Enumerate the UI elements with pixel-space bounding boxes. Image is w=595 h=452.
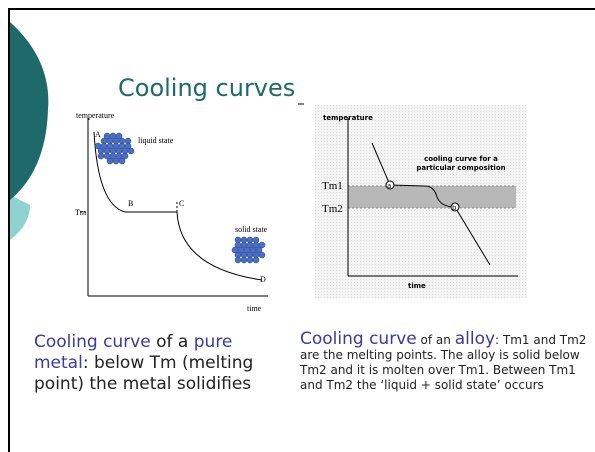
slide-title: Cooling curves	[118, 74, 295, 102]
caption-left: Cooling curve of a pure metal: below Tm …	[34, 332, 274, 395]
label: D	[260, 275, 266, 284]
atom	[247, 257, 253, 263]
label: particular composition	[416, 164, 505, 172]
label: time	[408, 282, 426, 290]
label: cooling curve for a	[424, 155, 498, 163]
label: Tm1	[322, 180, 343, 192]
atom	[113, 158, 119, 164]
caption-text: of a	[156, 332, 188, 352]
atom	[98, 153, 104, 159]
label: time	[247, 304, 262, 313]
label: C	[179, 199, 184, 208]
label: a	[387, 182, 391, 190]
solid-atoms	[232, 237, 265, 263]
label: temperature	[323, 114, 373, 122]
label: Tm2	[322, 203, 343, 215]
caption-highlight: Cooling curve	[34, 332, 151, 352]
caption-highlight: Cooling curve	[300, 329, 417, 349]
decor-dark	[10, 22, 48, 200]
atom	[259, 252, 265, 258]
atom	[235, 257, 241, 263]
atom	[107, 158, 113, 164]
caption-right: Cooling curve of an alloy: Tm1 and Tm2 a…	[300, 332, 590, 393]
label: b	[452, 204, 457, 212]
atom	[128, 148, 134, 154]
two-phase-band	[348, 186, 516, 208]
liquid-atoms	[95, 133, 134, 164]
label: Tm	[75, 208, 87, 217]
alloy-diagram: a b temperature cooling curve for a part…	[315, 105, 527, 298]
label: liquid state	[138, 136, 174, 145]
slide: temperature liquid state A B C Tm solid …	[0, 0, 595, 452]
atom	[241, 257, 247, 263]
label: solid state	[235, 225, 268, 234]
label: A	[95, 130, 101, 139]
label: B	[128, 199, 133, 208]
caption-text: of an	[421, 333, 451, 347]
atom	[253, 257, 259, 263]
pure-metal-diagram: temperature liquid state A B C Tm solid …	[75, 111, 268, 313]
atom	[119, 158, 125, 164]
caption-highlight: alloy	[455, 329, 495, 349]
decor-light	[10, 195, 30, 240]
label: temperature	[76, 111, 115, 120]
